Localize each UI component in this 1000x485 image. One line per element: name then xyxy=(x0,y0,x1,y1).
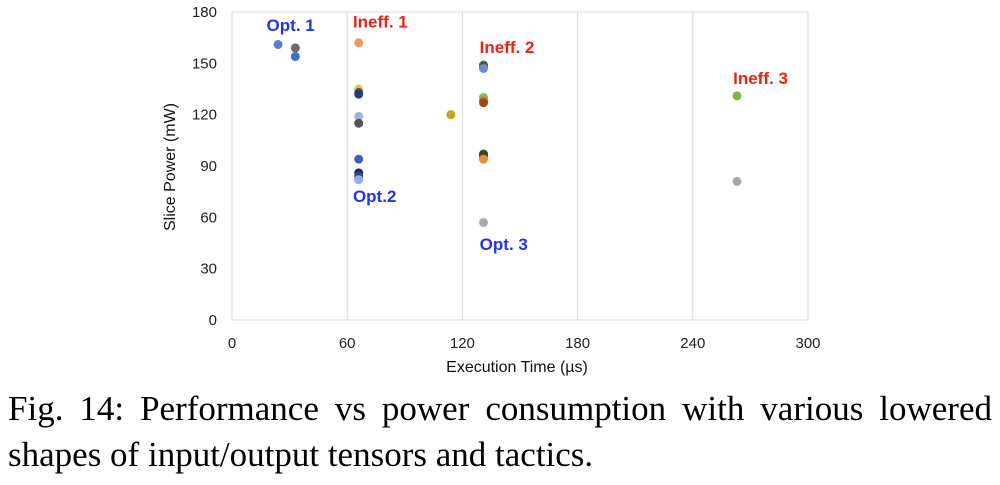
data-point xyxy=(479,217,489,227)
data-point xyxy=(354,154,364,164)
data-point xyxy=(479,154,489,164)
annotation-label: Ineff. 3 xyxy=(733,69,788,88)
data-point xyxy=(732,176,742,186)
x-tick-label: 300 xyxy=(795,335,820,352)
x-tick-label: 0 xyxy=(228,335,236,352)
y-axis-title: Slice Power (mW) xyxy=(162,103,179,231)
y-tick-label: 180 xyxy=(192,4,217,21)
y-tick-labels: 0 30 60 90 120 150 180 xyxy=(192,4,217,329)
data-points xyxy=(273,38,742,227)
data-point xyxy=(446,110,456,120)
data-point xyxy=(732,91,742,101)
y-tick-label: 60 xyxy=(200,209,217,226)
data-point xyxy=(290,43,300,53)
axes xyxy=(231,12,808,321)
x-tick-label: 180 xyxy=(565,335,590,352)
annotation-label: Opt. 3 xyxy=(480,235,528,254)
data-point xyxy=(354,89,364,99)
y-tick-label: 150 xyxy=(192,55,217,72)
scatter-chart: 0 60 120 180 240 300 0 30 60 90 120 150 180 Opt. 1 I… xyxy=(162,4,821,376)
annotation-label: Ineff. 2 xyxy=(480,38,535,57)
data-point xyxy=(354,111,364,121)
y-tick-label: 120 xyxy=(192,107,217,124)
y-tick-label: 90 xyxy=(200,158,217,175)
figure-caption: Fig. 14: Performance vs power consumptio… xyxy=(8,389,992,474)
data-point xyxy=(479,98,489,108)
annotations: Opt. 1 Ineff. 1 Ineff. 2 Ineff. 3 Opt.2 Opt. … xyxy=(267,12,788,253)
x-tick-labels: 0 60 120 180 240 300 xyxy=(228,335,821,352)
y-tick-label: 0 xyxy=(209,312,217,329)
data-point xyxy=(290,51,300,61)
annotation-label: Ineff. 1 xyxy=(353,12,408,31)
x-axis-title: Execution Time (µs) xyxy=(446,359,588,376)
x-tick-label: 60 xyxy=(339,335,356,352)
x-tick-label: 240 xyxy=(680,335,705,352)
data-point xyxy=(354,38,364,48)
data-point xyxy=(273,40,283,50)
annotation-label: Opt. 1 xyxy=(267,16,315,35)
y-tick-label: 30 xyxy=(200,261,217,278)
x-tick-label: 120 xyxy=(450,335,475,352)
annotation-label: Opt.2 xyxy=(353,187,396,206)
data-point xyxy=(354,118,364,128)
data-point xyxy=(354,175,364,185)
grid-lines xyxy=(232,11,809,320)
data-point xyxy=(479,63,489,73)
